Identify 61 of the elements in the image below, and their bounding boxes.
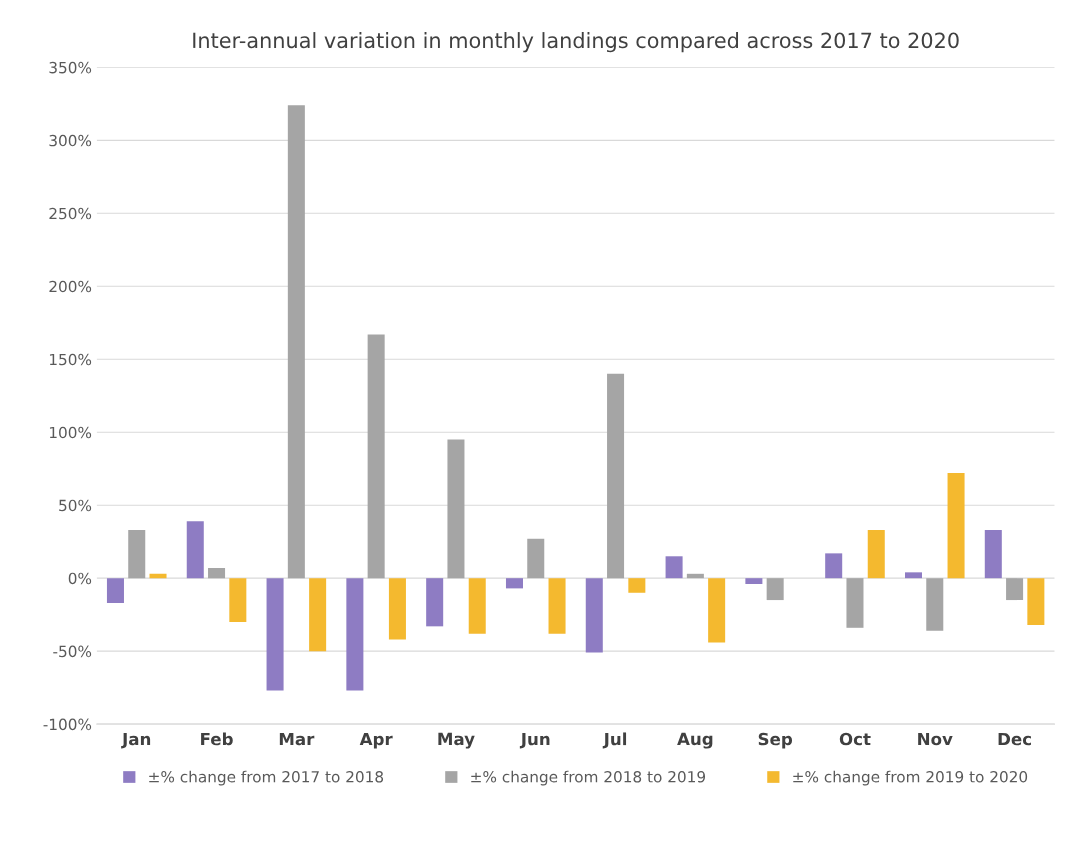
bar: [367, 334, 385, 579]
y-tick-label: -100%: [43, 718, 92, 731]
x-tick-label: Dec: [998, 732, 1031, 746]
bar: [947, 473, 965, 579]
bar: [904, 572, 923, 579]
x-tick-label: Feb: [201, 732, 233, 746]
y-tick-label: 100%: [49, 426, 92, 439]
bar: [984, 530, 1002, 579]
x-tick-label: May: [438, 732, 475, 749]
bar: [548, 578, 566, 634]
bar: [825, 553, 843, 579]
legend-label: ±% change from 2018 to 2019: [471, 770, 706, 786]
y-tick-label: 0%: [68, 572, 92, 585]
bar: [708, 578, 726, 643]
bar: [106, 578, 124, 603]
x-tick-label: Sep: [758, 732, 793, 749]
bar: [388, 578, 406, 640]
bar: [505, 578, 523, 589]
bar: [846, 578, 864, 628]
y-tick-label: 350%: [49, 61, 92, 74]
x-tick-label: Jul: [602, 732, 627, 749]
bar: [527, 538, 545, 579]
bar: [346, 578, 364, 691]
bar: [867, 530, 885, 579]
bar: [266, 578, 284, 691]
bar: [287, 105, 305, 579]
legend-label: ±% change from 2017 to 2018: [149, 770, 384, 786]
bar: [149, 573, 167, 579]
bar: [628, 578, 646, 593]
bar: [766, 578, 784, 601]
bar: [665, 556, 683, 579]
bar: [926, 578, 944, 631]
bar: [468, 578, 486, 634]
x-tick-label: Jun: [519, 732, 550, 749]
x-tick-label: Nov: [918, 732, 953, 746]
bar: [186, 521, 204, 579]
bar: [309, 578, 327, 652]
bar: [607, 373, 625, 579]
x-tick-label: Jan: [121, 732, 151, 749]
y-tick-label: 150%: [49, 353, 92, 366]
bar: [208, 567, 226, 579]
x-tick-label: Oct: [839, 732, 871, 746]
bar: [686, 573, 704, 579]
bar: [1027, 578, 1045, 625]
x-tick-label: Apr: [359, 732, 393, 749]
y-tick-label: 250%: [49, 207, 92, 220]
bar: [128, 530, 146, 579]
x-tick-label: Aug: [677, 732, 713, 749]
chart-title: Inter-annual variation in monthly landings compared across 2017 to 2020: [193, 32, 959, 53]
bar: [585, 578, 603, 653]
bar: [447, 439, 465, 579]
y-tick-label: -50%: [53, 645, 92, 658]
x-tick-label: Mar: [279, 732, 315, 746]
bar: [1006, 578, 1024, 601]
bar: [229, 578, 247, 622]
y-tick-label: 300%: [49, 134, 92, 147]
y-tick-label: 200%: [49, 280, 92, 293]
bar: [426, 578, 444, 627]
y-tick-label: 50%: [59, 499, 92, 512]
legend-label: ±% change from 2019 to 2020: [793, 770, 1028, 786]
bar: [745, 578, 763, 585]
